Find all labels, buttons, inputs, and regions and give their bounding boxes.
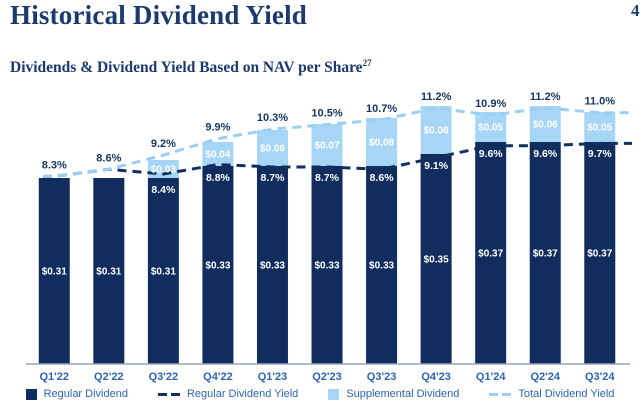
supplemental-amount-label: $0.05 bbox=[587, 123, 612, 134]
regular-yield-value-label: 9.6% bbox=[479, 148, 504, 160]
regular-amount-label: $0.31 bbox=[96, 267, 121, 278]
regular-dividend-bar bbox=[256, 166, 288, 364]
legend-label: Supplemental Dividend bbox=[346, 388, 460, 400]
x-axis-label: Q1'24 bbox=[476, 371, 506, 383]
supplemental-dividend-bar bbox=[529, 106, 561, 142]
regular-yield-value-label: 9.1% bbox=[424, 160, 449, 172]
regular-dividend-bar bbox=[366, 166, 398, 364]
regular-dividend-bar bbox=[420, 154, 452, 364]
dividend-yield-chart: 8.3% $0.31 Q1'22 8.6% $0.31 Q2'22 9.2% 8.4% $0.0… bbox=[0, 88, 640, 385]
regular-yield-value-label: 8.7% bbox=[315, 172, 340, 184]
x-axis-label: Q2'22 bbox=[94, 371, 124, 383]
total-yield-value-label: 10.9% bbox=[475, 98, 506, 110]
total-yield-value-label: 8.3% bbox=[42, 159, 67, 171]
supplemental-amount-label: $0.04 bbox=[205, 150, 230, 161]
supplemental-dividend-swatch-icon bbox=[328, 388, 340, 400]
x-axis-label: Q2'24 bbox=[530, 371, 560, 383]
regular-amount-label: $0.31 bbox=[42, 267, 67, 278]
legend-item-supplemental-dividend: Supplemental Dividend bbox=[328, 388, 459, 400]
regular-amount-label: $0.33 bbox=[369, 261, 394, 272]
regular-amount-label: $0.37 bbox=[478, 249, 503, 260]
x-axis-label: Q3'24 bbox=[585, 371, 615, 383]
chart-subtitle: Dividends & Dividend Yield Based on NAV … bbox=[10, 58, 372, 77]
regular-yield-value-label: 9.7% bbox=[588, 148, 613, 160]
total-yield-value-label: 11.2% bbox=[530, 91, 561, 103]
supplemental-amount-label: $0.06 bbox=[260, 144, 285, 155]
x-axis-label: Q1'22 bbox=[40, 371, 70, 383]
page-number: 4 bbox=[631, 1, 640, 20]
legend-label: Regular Dividend Yield bbox=[186, 388, 299, 400]
regular-dividend-bar bbox=[38, 178, 70, 364]
regular-amount-label: $0.33 bbox=[205, 261, 230, 272]
x-axis-label: Q2'23 bbox=[312, 371, 342, 383]
legend-label: Total Dividend Yield bbox=[518, 388, 615, 400]
regular-amount-label: $0.33 bbox=[260, 261, 285, 272]
total-yield-value-label: 9.9% bbox=[205, 122, 230, 134]
regular-amount-label: $0.33 bbox=[315, 261, 340, 272]
supplemental-amount-label: $0.08 bbox=[369, 138, 394, 149]
x-axis-label: Q3'22 bbox=[149, 371, 179, 383]
supplemental-dividend-bar bbox=[475, 112, 507, 142]
x-axis-label: Q1'23 bbox=[258, 371, 288, 383]
legend-label: Regular Dividend bbox=[43, 388, 128, 400]
regular-yield-value-label: 8.4% bbox=[151, 184, 176, 196]
regular-amount-label: $0.35 bbox=[424, 255, 449, 266]
x-axis-label: Q3'23 bbox=[367, 371, 397, 383]
supplemental-amount-label: $0.05 bbox=[478, 123, 503, 134]
supplemental-dividend-bar bbox=[584, 112, 616, 142]
dividend-chart-svg: 8.3% $0.31 Q1'22 8.6% $0.31 Q2'22 9.2% 8.4% $0.0… bbox=[26, 91, 632, 383]
supplemental-dividend-bar bbox=[311, 124, 343, 166]
page-title: Historical Dividend Yield bbox=[10, 0, 308, 30]
total-yield-line bbox=[43, 106, 632, 178]
legend-item-regular-dividend-yield: Regular Dividend Yield bbox=[157, 388, 299, 400]
regular-dividend-bar bbox=[147, 178, 179, 364]
total-yield-value-label: 10.5% bbox=[311, 108, 342, 120]
supplemental-amount-label: $0.08 bbox=[424, 126, 449, 137]
regular-dividend-bar bbox=[311, 166, 343, 364]
total-yield-value-label: 10.7% bbox=[366, 103, 397, 115]
regular-dividend-bar bbox=[93, 178, 125, 364]
regular-yield-value-label: 8.6% bbox=[370, 172, 395, 184]
legend-item-regular-dividend: Regular Dividend bbox=[25, 388, 128, 400]
regular-amount-label: $0.37 bbox=[587, 249, 612, 260]
subtitle-footnote-ref: 27 bbox=[362, 58, 372, 68]
total-yield-value-label: 9.2% bbox=[151, 138, 176, 150]
total-yield-value-label: 11.2% bbox=[421, 91, 452, 103]
supplemental-amount-label: $0.07 bbox=[315, 141, 340, 152]
regular-dividend-bar bbox=[584, 142, 616, 364]
regular-yield-value-label: 8.7% bbox=[261, 172, 286, 184]
total-yield-dash-icon bbox=[489, 392, 512, 396]
regular-yield-value-label: 9.6% bbox=[533, 148, 558, 160]
supplemental-amount-label: $0.06 bbox=[533, 120, 558, 131]
x-axis-label: Q4'23 bbox=[421, 371, 451, 383]
total-yield-value-label: 10.3% bbox=[257, 112, 288, 124]
supplemental-dividend-bar bbox=[256, 130, 288, 166]
supplemental-dividend-bar bbox=[366, 118, 398, 166]
total-yield-value-label: 11.0% bbox=[584, 96, 615, 108]
supplemental-amount-label: $0.03 bbox=[151, 165, 176, 176]
supplemental-dividend-bar bbox=[420, 106, 452, 154]
total-yield-value-label: 8.6% bbox=[96, 152, 121, 164]
regular-yield-value-label: 8.8% bbox=[206, 172, 231, 184]
legend-item-total-dividend-yield: Total Dividend Yield bbox=[489, 388, 614, 400]
chart-subtitle-text: Dividends & Dividend Yield Based on NAV … bbox=[10, 59, 363, 77]
regular-amount-label: $0.31 bbox=[151, 267, 176, 278]
regular-dividend-bar bbox=[202, 166, 234, 364]
chart-legend: Regular Dividend Regular Dividend Yield … bbox=[0, 388, 640, 400]
supplemental-dividend-bar bbox=[202, 142, 234, 166]
regular-yield-dash-icon bbox=[157, 392, 180, 396]
regular-dividend-bar bbox=[475, 142, 507, 364]
x-axis-label: Q4'22 bbox=[203, 371, 233, 383]
regular-amount-label: $0.37 bbox=[533, 249, 558, 260]
regular-dividend-swatch-icon bbox=[25, 388, 37, 400]
regular-dividend-bar bbox=[529, 142, 561, 364]
